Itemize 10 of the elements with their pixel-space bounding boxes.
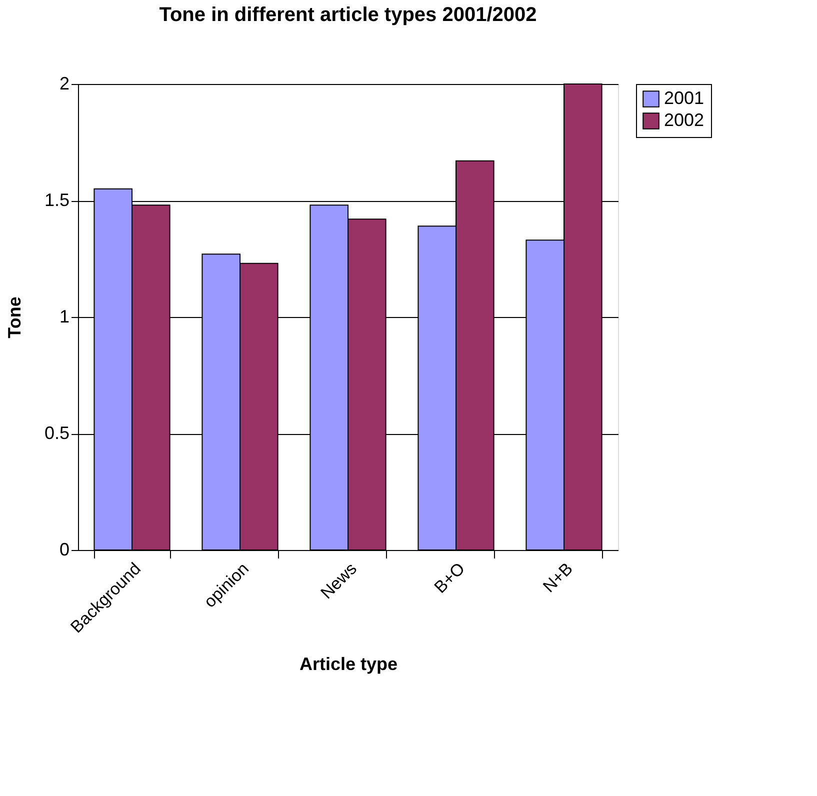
y-tick-label: 0 [59, 540, 70, 560]
x-axis-title: Article type [299, 654, 398, 674]
chart-title: Tone in different article types 2001/2002 [159, 4, 537, 26]
legend-label: 2002 [664, 110, 704, 130]
y-tick-label: 1.5 [44, 190, 70, 210]
y-axis-title: Tone [4, 296, 24, 338]
y-tick-label: 1 [59, 306, 70, 326]
legend-label: 2001 [664, 88, 704, 108]
y-tick-label: 0.5 [44, 423, 70, 443]
y-tick-label: 2 [59, 74, 70, 94]
